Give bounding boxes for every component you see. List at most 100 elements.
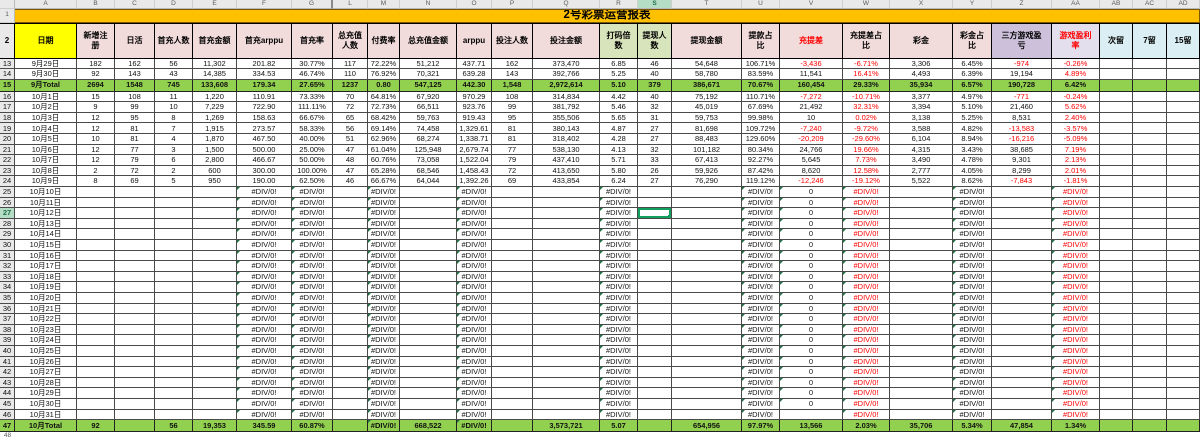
column-letter[interactable]: R <box>600 0 638 9</box>
cell[interactable]: #DIV/0! <box>953 356 992 368</box>
cell[interactable]: 2.03% <box>843 420 890 433</box>
column-header[interactable]: 充提差占 比 <box>843 22 890 59</box>
cell[interactable] <box>400 250 457 262</box>
cell[interactable]: 110.91 <box>237 91 292 103</box>
cell[interactable] <box>77 356 115 368</box>
cell[interactable] <box>115 250 155 262</box>
cell[interactable]: 160,454 <box>780 79 843 92</box>
cell[interactable] <box>1100 91 1133 103</box>
cell[interactable]: #DIV/0! <box>742 335 780 346</box>
cell[interactable] <box>333 398 368 410</box>
cell[interactable] <box>77 345 115 357</box>
cell[interactable]: #DIV/0! <box>292 303 333 315</box>
column-header[interactable]: 付费率 <box>368 22 400 59</box>
cell[interactable] <box>193 335 237 346</box>
cell[interactable] <box>1100 155 1133 166</box>
cell[interactable]: #DIV/0! <box>843 218 890 230</box>
row-number[interactable]: 15 <box>0 79 15 92</box>
cell[interactable] <box>992 282 1052 293</box>
cell[interactable]: -0.24% <box>1052 91 1100 103</box>
cell[interactable] <box>400 229 457 240</box>
cell[interactable]: 0 <box>780 187 843 198</box>
cell[interactable]: 745 <box>155 79 193 92</box>
cell[interactable]: #DIV/0! <box>368 324 400 336</box>
cell[interactable] <box>1133 123 1167 135</box>
cell[interactable]: #DIV/0! <box>368 303 400 315</box>
cell[interactable]: 72 <box>333 102 368 113</box>
cell[interactable] <box>492 303 533 315</box>
cell[interactable] <box>1167 250 1200 262</box>
cell[interactable] <box>638 314 672 325</box>
cell[interactable]: 0 <box>780 388 843 399</box>
column-letter[interactable]: A <box>15 0 77 9</box>
cell[interactable] <box>1100 79 1133 92</box>
cell[interactable]: #DIV/0! <box>457 218 492 230</box>
row-number[interactable]: 22 <box>0 155 15 166</box>
cell[interactable] <box>400 356 457 368</box>
cell[interactable] <box>672 282 742 293</box>
cell[interactable]: 60.76% <box>368 155 400 166</box>
cell[interactable]: 67,413 <box>672 155 742 166</box>
cell[interactable] <box>492 398 533 410</box>
cell[interactable] <box>1100 398 1133 410</box>
cell[interactable] <box>492 292 533 304</box>
cell[interactable]: #DIV/0! <box>457 229 492 240</box>
cell[interactable] <box>1100 250 1133 262</box>
cell[interactable] <box>1133 303 1167 315</box>
cell[interactable]: #DIV/0! <box>742 187 780 198</box>
cell[interactable]: #DIV/0! <box>292 377 333 389</box>
cell[interactable] <box>890 388 953 399</box>
date-cell[interactable]: 10月4日 <box>15 123 77 135</box>
date-cell[interactable]: 10月28日 <box>15 377 77 389</box>
date-cell[interactable]: 9月29日 <box>15 58 77 70</box>
cell[interactable]: 0 <box>780 314 843 325</box>
cell[interactable]: 56 <box>333 123 368 135</box>
cell[interactable]: 19,194 <box>992 69 1052 80</box>
cell[interactable]: #DIV/0! <box>600 250 638 262</box>
date-cell[interactable]: 10月15日 <box>15 240 77 251</box>
cell[interactable] <box>193 187 237 198</box>
cell[interactable]: 47 <box>333 165 368 177</box>
date-cell[interactable]: 10月7日 <box>15 155 77 166</box>
cell[interactable]: 373,470 <box>533 58 600 70</box>
cell[interactable] <box>890 409 953 421</box>
cell[interactable]: #DIV/0! <box>292 367 333 378</box>
column-header[interactable]: 新增注 册 <box>77 22 115 59</box>
cell[interactable]: 0 <box>780 377 843 389</box>
cell[interactable] <box>400 398 457 410</box>
cell[interactable]: 4.87 <box>600 123 638 135</box>
cell[interactable]: 35,934 <box>890 79 953 92</box>
cell[interactable]: 380,143 <box>533 123 600 135</box>
cell[interactable] <box>155 398 193 410</box>
cell[interactable]: 75,192 <box>672 91 742 103</box>
cell[interactable] <box>890 345 953 357</box>
cell[interactable]: #DIV/0! <box>368 398 400 410</box>
cell[interactable] <box>533 367 600 378</box>
cell[interactable]: #DIV/0! <box>742 261 780 272</box>
cell[interactable] <box>638 377 672 389</box>
cell[interactable] <box>77 324 115 336</box>
column-letter[interactable]: B <box>77 0 115 9</box>
cell[interactable] <box>155 282 193 293</box>
cell[interactable] <box>672 208 742 219</box>
cell[interactable]: 46.74% <box>292 69 333 80</box>
cell[interactable]: 48 <box>333 155 368 166</box>
cell[interactable]: 76.92% <box>368 69 400 80</box>
cell[interactable] <box>155 292 193 304</box>
cell[interactable] <box>992 409 1052 421</box>
row-number[interactable]: 37 <box>0 314 15 325</box>
cell[interactable] <box>115 409 155 421</box>
cell[interactable]: #DIV/0! <box>953 240 992 251</box>
cell[interactable] <box>155 314 193 325</box>
cell[interactable]: 314,834 <box>533 91 600 103</box>
cell[interactable] <box>155 208 193 219</box>
cell[interactable]: #DIV/0! <box>742 377 780 389</box>
cell[interactable] <box>533 377 600 389</box>
cell[interactable]: #DIV/0! <box>1052 388 1100 399</box>
cell[interactable] <box>533 197 600 209</box>
cell[interactable]: 92.27% <box>742 155 780 166</box>
cell[interactable] <box>115 208 155 219</box>
cell[interactable]: 6 <box>155 155 193 166</box>
cell[interactable]: 69 <box>492 176 533 188</box>
cell[interactable] <box>672 324 742 336</box>
